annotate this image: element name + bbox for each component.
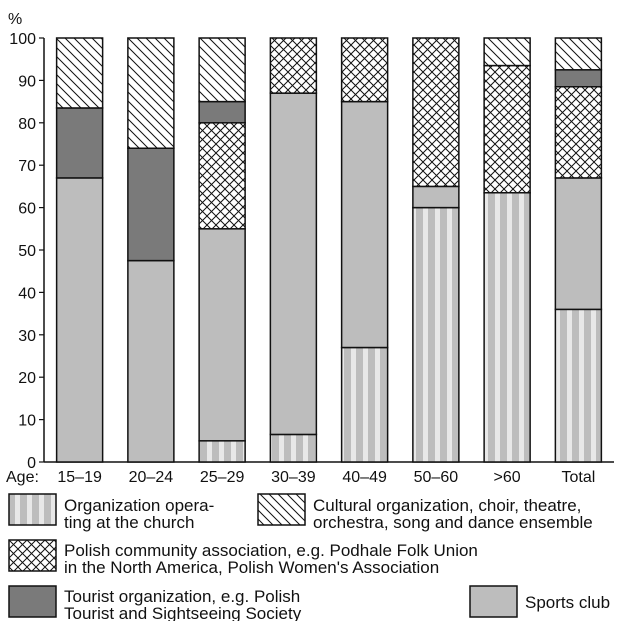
- legend-swatch-church: [8, 493, 57, 526]
- y-tick-label: 90: [18, 73, 36, 90]
- y-tick-label: 100: [9, 31, 36, 48]
- bar-segment-tourist: [127, 147, 175, 262]
- legend: Organization opera-ting at the church Cul…: [8, 493, 610, 621]
- bar-segment-community: [554, 86, 603, 179]
- bar-segment-tourist: [198, 100, 246, 124]
- y-tick-label: 60: [18, 201, 36, 218]
- y-tick-label: 70: [18, 158, 36, 175]
- legend-label-sports: Sports club: [525, 593, 610, 612]
- legend-swatch-tourist: [8, 585, 57, 618]
- x-tick-label: 50–60: [414, 469, 459, 486]
- bar-segment-sports: [55, 177, 104, 463]
- y-tick-label: 30: [18, 328, 36, 345]
- x-tick-label: 40–49: [342, 469, 387, 486]
- bar-segment-sports: [269, 92, 318, 436]
- legend-label-tourist: Tourist and Sightseeing Society: [64, 604, 302, 621]
- x-axis-prefix: Age:: [6, 469, 39, 486]
- y-tick-label: 80: [18, 116, 36, 133]
- legend-label-community: Polish community association, e.g. Podha…: [64, 541, 478, 560]
- bar-segment-church: [198, 440, 246, 463]
- bar-segment-tourist: [554, 69, 603, 88]
- bar-segment-cultural: [554, 37, 603, 71]
- legend-label-cultural: Cultural organization, choir, theatre,: [313, 496, 581, 515]
- bar-segment-community: [198, 122, 246, 230]
- x-tick-label: 30–39: [271, 469, 316, 486]
- y-tick-label: 40: [18, 285, 36, 302]
- y-tick-label: 0: [27, 455, 36, 472]
- legend-label-church: Organization opera-: [64, 496, 214, 515]
- y-tick-label: 20: [18, 370, 36, 387]
- bars: [55, 37, 603, 463]
- bar-segment-church: [340, 346, 389, 463]
- bar-segment-community: [483, 64, 531, 194]
- bar-segment-community: [340, 37, 389, 103]
- x-tick-label: >60: [494, 469, 521, 486]
- legend-label-cultural: orchestra, song and dance ensemble: [313, 513, 593, 532]
- bar-segment-church: [269, 433, 318, 463]
- y-tick-label: 10: [18, 413, 36, 430]
- bar-segment-sports: [554, 177, 603, 311]
- bar-segment-cultural: [127, 37, 175, 149]
- bar-segment-sports: [198, 228, 246, 442]
- bar-segment-cultural: [198, 37, 246, 103]
- bar-segment-community: [412, 37, 460, 188]
- legend-label-church: ting at the church: [64, 513, 194, 532]
- bar-segment-sports: [340, 100, 389, 349]
- y-tick-label: 50: [18, 243, 36, 260]
- legend-swatch-community: [8, 539, 57, 572]
- bar-segment-church: [483, 192, 531, 463]
- bar-segment-sports: [127, 259, 175, 463]
- bar-segment-community: [269, 37, 318, 94]
- legend-swatch-cultural: [257, 493, 306, 526]
- legend-swatch-sports: [469, 585, 518, 618]
- bar-segment-church: [412, 206, 460, 463]
- x-tick-label: Total: [561, 469, 595, 486]
- bar-segment-church: [554, 308, 603, 463]
- x-tick-label: 25–29: [200, 469, 245, 486]
- x-axis-labels: Age: 15–19 20–24 25–29 30–39 40–49 50–60 >60 Tot…: [6, 469, 595, 486]
- bar-segment-tourist: [55, 107, 104, 179]
- bar-segment-sports: [412, 185, 460, 209]
- x-tick-label: 20–24: [129, 469, 174, 486]
- legend-label-community: in the North America, Polish Women's Ass…: [64, 558, 439, 577]
- bar-segment-cultural: [55, 37, 104, 109]
- bar-segment-cultural: [483, 37, 531, 67]
- y-axis-label: %: [8, 11, 22, 28]
- x-tick-label: 15–19: [57, 469, 102, 486]
- legend-label-tourist: Tourist organization, e.g. Polish: [64, 587, 300, 606]
